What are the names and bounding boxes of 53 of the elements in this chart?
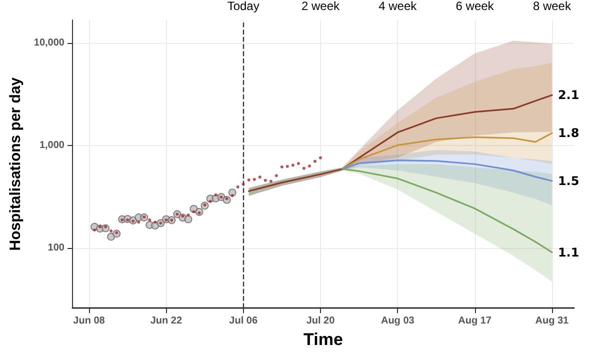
- line-series: [248, 94, 553, 192]
- point: [296, 162, 300, 166]
- point: [308, 164, 311, 168]
- x-tick-label: Jul 20: [306, 316, 336, 327]
- point: [302, 166, 306, 170]
- x-tick-label: Aug 03: [380, 316, 415, 327]
- x-axis-title: Time: [304, 330, 343, 349]
- point: [247, 178, 250, 182]
- point: [274, 174, 278, 178]
- x2-tick-label: 8 week: [532, 0, 572, 13]
- x-tick-label: Jun 22: [150, 316, 182, 327]
- line-series: [342, 168, 553, 254]
- point: [98, 225, 102, 228]
- y-tick-label: 10,000: [34, 37, 65, 48]
- point: [291, 164, 294, 167]
- series-label: 1.5: [558, 174, 580, 188]
- point: [214, 193, 218, 196]
- point: [258, 176, 262, 179]
- x2-tick-label: 4 week: [378, 0, 418, 13]
- y-tick-label: 1,000: [39, 140, 65, 151]
- point: [264, 178, 267, 182]
- y-tick-label: 100: [48, 242, 65, 254]
- point: [137, 220, 140, 224]
- point: [280, 165, 284, 168]
- point: [236, 185, 240, 188]
- x2-tick-label: Today: [227, 0, 260, 13]
- point: [184, 215, 192, 224]
- point: [110, 229, 113, 232]
- point: [242, 182, 245, 186]
- point: [208, 200, 212, 203]
- point: [93, 228, 96, 232]
- point: [252, 178, 256, 181]
- line-series: [342, 132, 553, 170]
- x-tick-label: Aug 17: [458, 316, 492, 327]
- x-tick-label: Jun 08: [73, 316, 106, 327]
- x2-tick-label: 2 week: [301, 0, 340, 13]
- point: [318, 156, 322, 160]
- point: [230, 194, 234, 198]
- series-label: 1.8: [558, 126, 580, 140]
- series-label: 1.1: [558, 245, 580, 260]
- point: [269, 180, 272, 183]
- x-tick-label: Jul 06: [229, 316, 258, 327]
- point: [186, 214, 190, 217]
- series-label: 2.1: [558, 88, 580, 102]
- y-axis-title: Hospitalisations per day: [7, 76, 24, 251]
- point: [154, 220, 157, 224]
- x-tick-label: Aug 31: [535, 316, 570, 327]
- line-series: [342, 160, 553, 182]
- point: [148, 218, 152, 222]
- point: [313, 160, 316, 163]
- point: [286, 164, 289, 168]
- point: [192, 210, 196, 214]
- x2-tick-label: 6 week: [456, 0, 495, 13]
